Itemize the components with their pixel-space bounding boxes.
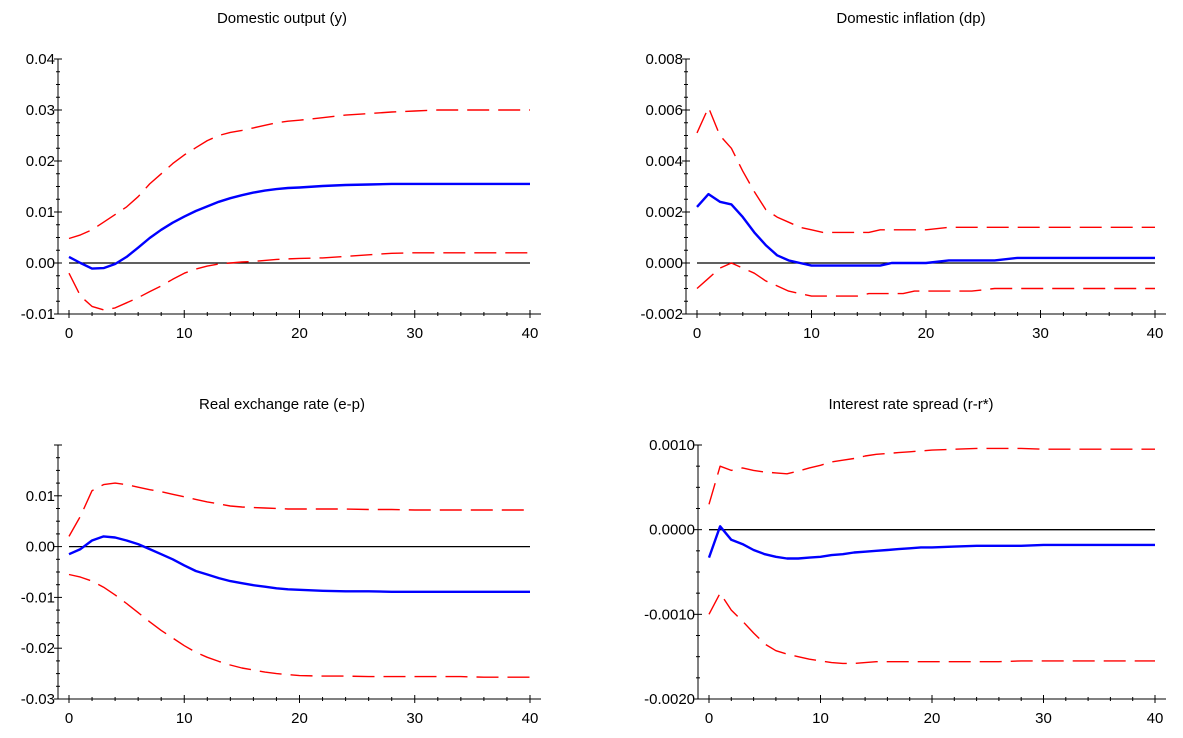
upper-band-line bbox=[696, 106, 1155, 234]
y-tick-label: 0.00 bbox=[26, 255, 55, 272]
x-tick-label: 40 bbox=[522, 710, 539, 727]
x-tick-label: 0 bbox=[705, 710, 713, 727]
plot-area: -0.0020 -0.0010 0.0000 0.0010 0 10 20 30 40 bbox=[644, 437, 1166, 727]
y-tick-label: -0.002 bbox=[640, 306, 683, 323]
upper-band-line bbox=[68, 482, 530, 537]
x-tick-label: 20 bbox=[291, 710, 308, 727]
lower-band-line bbox=[68, 252, 530, 311]
x-tick-label: 30 bbox=[406, 325, 423, 342]
panel-title: Real exchange rate (e-p) bbox=[199, 396, 365, 413]
y-tick-label: -0.0020 bbox=[644, 691, 695, 708]
y-tick-label: -0.01 bbox=[21, 589, 55, 606]
panel-domestic-output: Domestic output (y) -0.01 0.00 0.01 0.02 0.0… bbox=[21, 10, 541, 342]
upper-band-line bbox=[68, 109, 530, 240]
x-tick-label: 0 bbox=[693, 325, 701, 342]
plot-area: -0.03 -0.02 -0.01 0.00 0.01 0 10 20 30 40 bbox=[21, 444, 541, 727]
y-tick-label: -0.03 bbox=[21, 691, 55, 708]
x-tick-label: 10 bbox=[176, 710, 193, 727]
x-tick-label: 30 bbox=[406, 710, 423, 727]
x-tick-label: 30 bbox=[1035, 710, 1052, 727]
y-tick-label: 0.002 bbox=[645, 204, 683, 221]
irf-line bbox=[68, 182, 530, 270]
lower-band-line bbox=[696, 262, 1155, 297]
plot-area: -0.01 0.00 0.01 0.02 0.03 0.04 0 10 20 30 40 bbox=[21, 51, 541, 342]
x-tick-label: 40 bbox=[1147, 710, 1164, 727]
panel-interest-rate-spread: Interest rate spread (r-r*) -0.0020-0.00… bbox=[644, 396, 1166, 727]
x-tick-label: 20 bbox=[924, 710, 941, 727]
y-tick-label: -0.0010 bbox=[644, 606, 695, 623]
panel-title: Domestic inflation (dp) bbox=[836, 10, 985, 27]
y-tick-label: 0.000 bbox=[645, 255, 683, 272]
x-tick-label: 20 bbox=[291, 325, 308, 342]
y-tick-label: 0.01 bbox=[26, 204, 55, 221]
irf-line bbox=[707, 525, 1155, 560]
y-tick-label: 0.006 bbox=[645, 102, 683, 119]
panel-domestic-inflation: Domestic inflation (dp) -0.002 0.000 0.002… bbox=[640, 10, 1166, 342]
y-tick-label: 0.0000 bbox=[649, 522, 695, 539]
x-tick-label: 40 bbox=[522, 325, 539, 342]
y-tick-label: 0.0010 bbox=[649, 437, 695, 454]
y-tick-label: 0.004 bbox=[645, 153, 683, 170]
y-tick-label: 0.03 bbox=[26, 102, 55, 119]
panel-title: Domestic output (y) bbox=[217, 10, 347, 27]
irf-line bbox=[696, 192, 1155, 267]
irf-line bbox=[68, 535, 530, 593]
y-tick-label: -0.02 bbox=[21, 640, 55, 657]
y-tick-label: 0.02 bbox=[26, 153, 55, 170]
x-tick-label: 20 bbox=[918, 325, 935, 342]
y-tick-label: 0.00 bbox=[26, 539, 55, 556]
x-tick-label: 10 bbox=[176, 325, 193, 342]
x-tick-label: 10 bbox=[803, 325, 820, 342]
plot-area: -0.002 0.000 0.002 0.004 0.006 0.008 0 10 20 30 40 bbox=[640, 51, 1166, 342]
y-tick-label: -0.01 bbox=[21, 306, 55, 323]
x-tick-label: 30 bbox=[1032, 325, 1049, 342]
x-tick-label: 10 bbox=[812, 710, 829, 727]
lower-band-line bbox=[708, 592, 1155, 665]
upper-band-line bbox=[708, 447, 1155, 505]
y-tick-label: 0.008 bbox=[645, 51, 683, 68]
y-tick-label: 0.04 bbox=[26, 51, 55, 68]
panel-title: Interest rate spread (r-r*) bbox=[828, 396, 993, 413]
x-tick-label: 0 bbox=[65, 325, 73, 342]
panel-real-exchange-rate: Real exchange rate (e-p) -0.03 -0.02 -0.01… bbox=[21, 396, 541, 727]
x-tick-label: 0 bbox=[65, 710, 73, 727]
x-tick-label: 40 bbox=[1147, 325, 1164, 342]
y-tick-label: 0.01 bbox=[26, 488, 55, 505]
lower-band-line bbox=[68, 573, 530, 678]
